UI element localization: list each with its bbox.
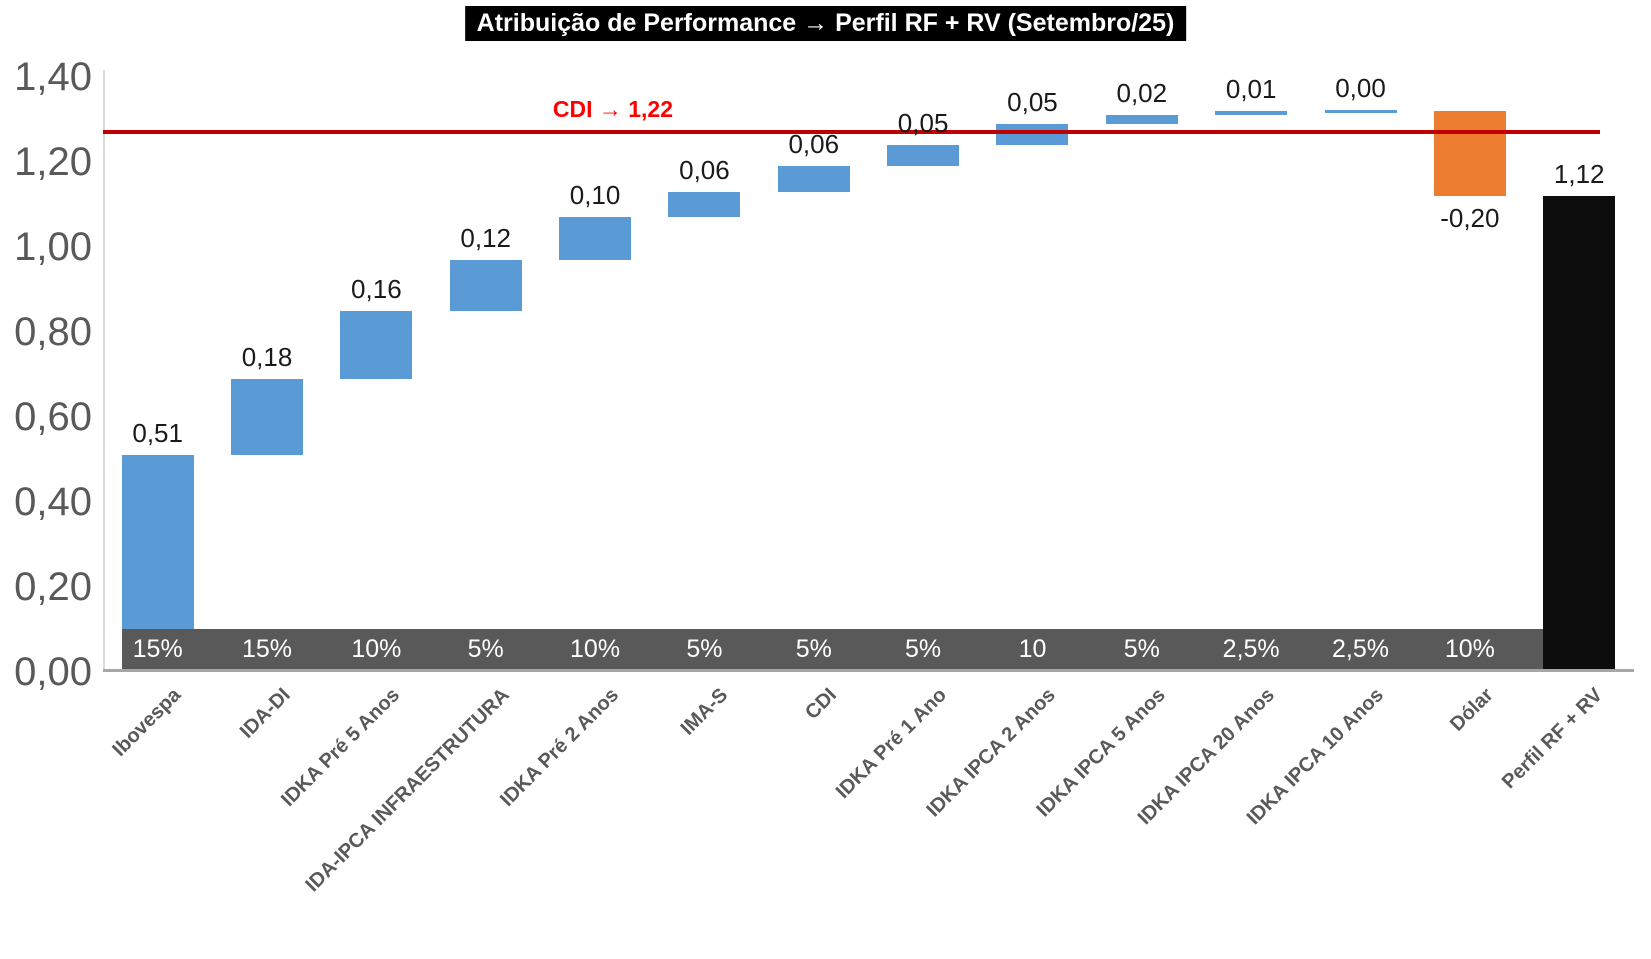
waterfall-bar: [1543, 196, 1616, 669]
waterfall-bar: [1215, 111, 1288, 116]
bar-value-label: -0,20: [1440, 203, 1500, 233]
category-label: IMA-S: [676, 684, 732, 740]
allocation-label: 15%: [132, 635, 183, 663]
waterfall-bar: [449, 259, 522, 311]
bar-value-label: 0,02: [1116, 78, 1168, 109]
waterfall-bar: [231, 378, 304, 456]
category-label: IDKA Pré 2 Anos: [495, 684, 623, 811]
bar-value-label: 0,12: [460, 222, 512, 253]
waterfall-bar: [777, 166, 850, 192]
allocation-label: 2,5%: [1222, 635, 1280, 663]
y-tick-label: 1,00: [14, 225, 92, 269]
waterfall-bar: [996, 123, 1069, 145]
bar-value-label: 0,06: [679, 154, 730, 185]
allocation-label: 10%: [1444, 635, 1495, 663]
waterfall-bar: [340, 310, 413, 379]
allocation-band: [121, 629, 1544, 669]
category-label: IDA-IPCA INFRAESTRUTURA: [301, 684, 514, 897]
category-label: CDI: [801, 684, 842, 724]
y-tick-label: 1,40: [14, 55, 92, 99]
bar-value-label: 0,06: [788, 129, 840, 160]
allocation-label: 5%: [795, 635, 832, 663]
waterfall-bar: [1433, 111, 1506, 196]
allocation-label: 2,5%: [1332, 635, 1389, 663]
bar-value-label: 0,05: [1007, 86, 1058, 117]
bar-value-label: 0,01: [1225, 74, 1277, 104]
category-label: IDKA Pré 5 Anos: [277, 684, 404, 811]
waterfall-bar: [1324, 109, 1397, 113]
allocation-label: 5%: [467, 635, 504, 663]
allocation-label: 5%: [905, 635, 942, 663]
waterfall-bar: [887, 145, 960, 167]
allocation-label: 10: [1018, 635, 1047, 663]
y-tick-label: 0,80: [14, 310, 92, 354]
cdi-reference-line: [103, 130, 1600, 135]
allocation-label: 15%: [241, 635, 293, 663]
category-label: Ibovespa: [108, 684, 186, 761]
y-tick-label: 0,60: [14, 395, 92, 439]
waterfall-bar: [1105, 115, 1178, 124]
bar-value-label: 0,10: [569, 180, 621, 211]
y-axis-line: [103, 70, 105, 672]
category-label: IDKA Pré 1 Ano: [831, 684, 951, 804]
y-tick-label: 1,20: [14, 140, 92, 184]
waterfall-bar: [668, 191, 741, 218]
category-label: Dólar: [1445, 684, 1498, 736]
waterfall-bar: [559, 217, 632, 260]
chart-title: Atribuição de Performance → Perfil RF + …: [464, 6, 1187, 41]
y-tick-label: 0,20: [14, 565, 92, 609]
allocation-label: 10%: [351, 635, 402, 663]
bar-value-label: 0,16: [351, 273, 402, 304]
bar-value-label: 0,00: [1335, 72, 1386, 103]
y-tick-label: 0,00: [14, 650, 92, 694]
bar-value-label: 0,05: [897, 108, 949, 138]
category-label: Perfil RF + RV: [1497, 684, 1607, 794]
bar-value-label: 0,18: [241, 341, 293, 372]
category-label: IDA-DI: [235, 684, 295, 743]
bar-value-label: 0,51: [132, 418, 183, 449]
x-axis-line: [103, 669, 1634, 672]
allocation-label: 5%: [686, 635, 723, 663]
y-tick-label: 0,40: [14, 480, 92, 524]
bar-value-label: 1,12: [1553, 159, 1605, 189]
allocation-label: 10%: [570, 635, 621, 663]
allocation-label: 5%: [1123, 635, 1160, 663]
cdi-line-label: CDI → 1,22: [552, 96, 673, 123]
